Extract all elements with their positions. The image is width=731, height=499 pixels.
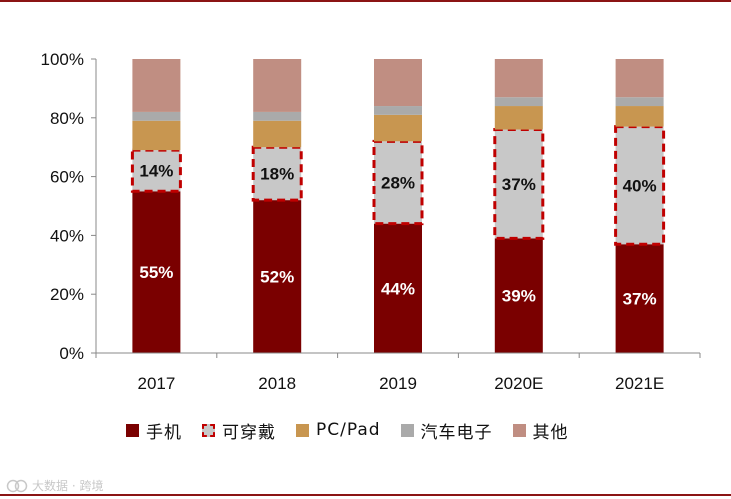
legend-label: PC/Pad <box>316 420 381 440</box>
bar-segment <box>615 59 664 98</box>
bar-segment <box>251 145 303 202</box>
x-tick-label: 2018 <box>258 374 296 393</box>
top-border-line <box>0 0 731 2</box>
y-tick-label: 0% <box>59 344 84 363</box>
data-label: 28% <box>381 173 415 192</box>
data-label: 52% <box>260 268 294 287</box>
bar-segment <box>132 120 181 151</box>
bottom-border-line <box>0 494 731 496</box>
legend-item: 汽车电子 <box>400 418 493 443</box>
data-label: 37% <box>502 175 536 194</box>
data-label: 39% <box>502 287 536 306</box>
legend-label: 其他 <box>532 422 569 443</box>
bar-segment <box>614 125 666 246</box>
watermark: 大数据 · 跨境 <box>6 477 103 494</box>
data-label: 55% <box>139 263 173 282</box>
legend-swatch <box>202 423 215 437</box>
bar-segment <box>132 191 181 353</box>
data-label: 40% <box>623 176 657 195</box>
bar-segment <box>253 111 302 121</box>
data-label: 14% <box>139 162 173 181</box>
legend-label: 汽车电子 <box>420 422 493 443</box>
y-tick-label: 100% <box>41 50 84 69</box>
bar-segment <box>494 97 543 107</box>
data-label: 44% <box>381 279 415 298</box>
bar-segment <box>253 200 302 353</box>
bar-segment <box>494 238 543 353</box>
y-tick-label: 80% <box>50 109 84 128</box>
chart-legend: 手机 可穿戴 PC/Pad 汽车电子 其他 <box>126 418 589 443</box>
bar-segment <box>253 120 302 148</box>
bar-segment <box>374 59 422 107</box>
bar-segment <box>253 59 302 112</box>
y-tick-label: 60% <box>50 168 84 187</box>
legend-item: 可穿戴 <box>202 418 276 443</box>
legend-item: 手机 <box>126 418 182 443</box>
bar-segment <box>374 114 422 142</box>
legend-label: 手机 <box>146 422 182 443</box>
x-tick-label: 2017 <box>137 374 175 393</box>
x-tick-label: 2021E <box>615 374 664 393</box>
bar-segment <box>494 59 543 98</box>
x-tick-label: 2020E <box>494 374 543 393</box>
data-label: 37% <box>623 290 657 309</box>
data-label: 18% <box>260 165 294 184</box>
y-tick-label: 20% <box>50 285 84 304</box>
bar-segment <box>132 111 181 121</box>
bar-segment <box>132 59 181 112</box>
bar-segment <box>615 244 664 353</box>
watermark-text: 大数据 · 跨境 <box>32 479 104 493</box>
legend-swatch <box>400 423 414 437</box>
legend-item: 其他 <box>512 418 569 443</box>
x-tick-label: 2019 <box>379 374 417 393</box>
legend-label: 可穿戴 <box>222 422 276 443</box>
bar-segment <box>493 128 545 240</box>
bar-segment <box>372 139 424 226</box>
bar-segment <box>615 106 664 127</box>
bar-segment <box>130 148 182 193</box>
watermark-logo-icon <box>6 479 28 492</box>
legend-item: PC/Pad <box>296 420 381 440</box>
bar-segment <box>374 106 422 115</box>
bar-segment <box>374 223 422 353</box>
legend-swatch <box>126 423 139 437</box>
y-tick-label: 40% <box>50 226 84 245</box>
legend-swatch <box>512 423 526 437</box>
bar-segment <box>494 106 543 130</box>
bar-segment <box>615 97 664 107</box>
legend-swatch <box>296 423 309 437</box>
